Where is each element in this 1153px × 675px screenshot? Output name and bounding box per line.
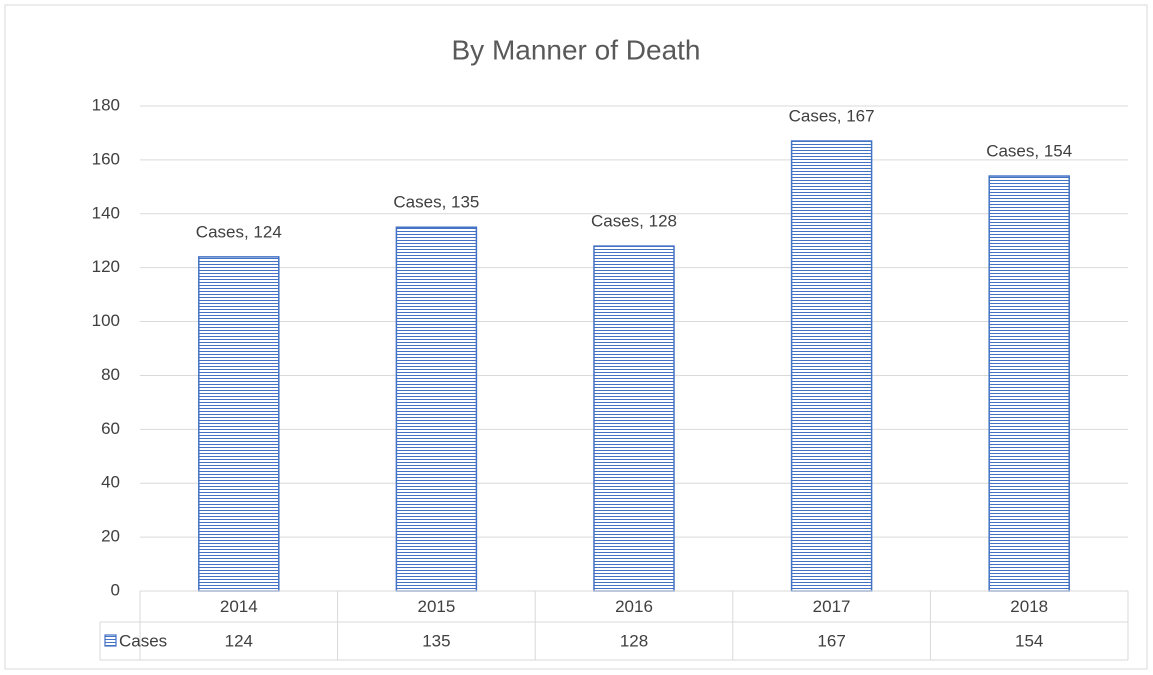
bar <box>593 245 675 592</box>
y-tick-label: 100 <box>92 311 120 330</box>
x-tick-label: 2018 <box>1010 597 1048 616</box>
bar <box>198 256 280 592</box>
y-tick-label: 0 <box>111 580 120 599</box>
y-tick-label: 80 <box>101 365 120 384</box>
bar <box>790 140 873 592</box>
chart-title: By Manner of Death <box>451 34 700 65</box>
y-tick-label: 160 <box>92 149 120 168</box>
data-label: Cases, 124 <box>196 222 282 241</box>
legend-swatch <box>104 634 117 647</box>
y-tick-label: 60 <box>101 419 120 438</box>
bar <box>395 226 478 592</box>
data-label: Cases, 167 <box>789 107 875 126</box>
table-value: 167 <box>817 631 845 650</box>
y-tick-label: 40 <box>101 473 120 492</box>
data-label: Cases, 128 <box>591 212 677 231</box>
chart-border <box>4 4 1148 670</box>
table-value: 124 <box>225 631 253 650</box>
x-tick-label: 2017 <box>813 597 851 616</box>
y-tick-label: 20 <box>101 527 120 546</box>
table-value: 128 <box>620 631 648 650</box>
y-tick-label: 140 <box>92 203 120 222</box>
table-value: 135 <box>422 631 450 650</box>
legend-label: Cases <box>119 631 167 650</box>
data-label: Cases, 154 <box>986 142 1072 161</box>
y-tick-label: 120 <box>92 257 120 276</box>
data-label: Cases, 135 <box>393 193 479 212</box>
table-value: 154 <box>1015 631 1043 650</box>
x-tick-label: 2015 <box>417 597 455 616</box>
y-tick-label: 180 <box>92 95 120 114</box>
bar <box>988 175 1070 592</box>
x-tick-label: 2014 <box>220 597 258 616</box>
x-tick-label: 2016 <box>615 597 653 616</box>
